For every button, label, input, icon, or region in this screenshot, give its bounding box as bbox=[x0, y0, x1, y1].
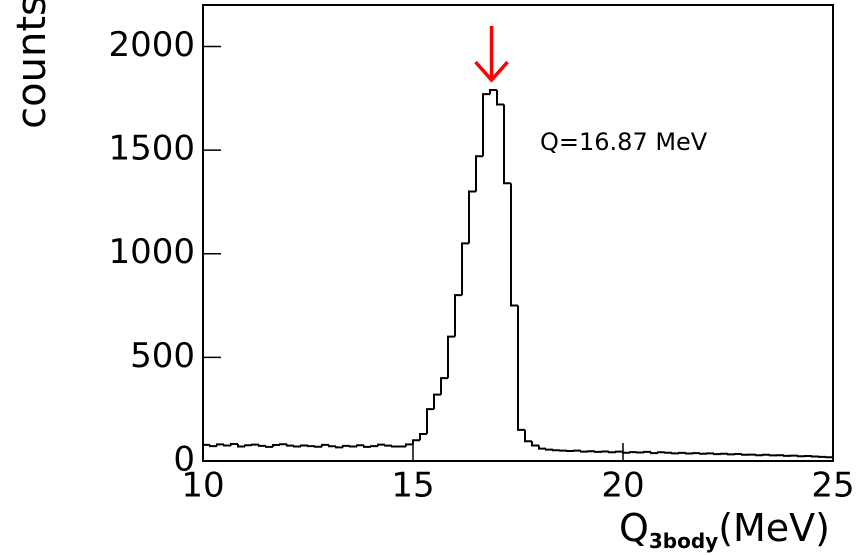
histogram-bin bbox=[377, 443, 385, 447]
annotation-arrow bbox=[474, 26, 509, 83]
x-tick-label: 20 bbox=[601, 466, 644, 506]
histogram-bin bbox=[496, 89, 505, 106]
histogram-bin bbox=[488, 88, 497, 95]
histogram-bin bbox=[230, 443, 238, 446]
histogram-bin bbox=[223, 444, 232, 447]
histogram-bin bbox=[425, 408, 434, 435]
histogram-bin bbox=[551, 449, 560, 452]
histogram-bin bbox=[349, 445, 358, 448]
histogram-bin bbox=[286, 444, 295, 447]
histogram-bin bbox=[370, 445, 379, 448]
histogram-bin bbox=[782, 454, 791, 457]
histogram-bin bbox=[356, 444, 364, 447]
histogram-bin bbox=[433, 393, 442, 410]
annotation-text: Q=16.87 MeV bbox=[540, 128, 708, 156]
histogram-bin bbox=[517, 305, 526, 431]
histogram-bin bbox=[629, 451, 637, 454]
histogram-bin bbox=[362, 445, 371, 448]
x-label-subscript: 3body bbox=[649, 529, 718, 553]
histogram-bin bbox=[727, 453, 736, 456]
y-tick-label: 500 bbox=[130, 336, 195, 376]
histogram-bin bbox=[622, 451, 631, 454]
histogram-bin bbox=[524, 429, 532, 443]
histogram-bin bbox=[265, 445, 274, 448]
histogram-bin bbox=[278, 443, 287, 446]
histogram-bin bbox=[272, 444, 280, 447]
histogram-bin bbox=[404, 443, 413, 447]
histogram-bin bbox=[503, 104, 511, 185]
histogram-bin bbox=[236, 444, 245, 448]
histogram-bin bbox=[509, 183, 518, 307]
y-tick-label: 1500 bbox=[108, 129, 195, 169]
y-tick-label: 1000 bbox=[108, 232, 195, 272]
histogram-bin bbox=[202, 443, 211, 461]
y-axis-label: counts bbox=[9, 0, 55, 129]
histogram-bin bbox=[482, 93, 490, 157]
histogram-bin bbox=[530, 441, 539, 447]
histogram-bin bbox=[580, 450, 589, 453]
histogram-bin bbox=[685, 452, 694, 455]
histogram-bin bbox=[314, 445, 322, 448]
histogram-bin bbox=[538, 445, 547, 450]
histogram-bin bbox=[475, 155, 484, 192]
y-tick-label: 0 bbox=[173, 440, 195, 480]
x-tick-label: 15 bbox=[391, 466, 434, 506]
histogram-bin bbox=[614, 450, 623, 453]
histogram-bin bbox=[740, 453, 749, 456]
histogram-bin bbox=[608, 451, 616, 454]
y-tick-label: 2000 bbox=[108, 25, 195, 65]
histogram-bin bbox=[698, 452, 707, 455]
histogram-bin bbox=[293, 445, 301, 448]
histogram-bin bbox=[467, 190, 476, 244]
histogram-bin bbox=[299, 444, 308, 447]
histogram-bin bbox=[461, 242, 469, 296]
histogram-bin bbox=[209, 444, 217, 448]
histogram-bin bbox=[244, 444, 253, 447]
x-label-unit: (MeV) bbox=[718, 506, 830, 550]
histogram-bin bbox=[446, 335, 455, 379]
histogram-bin bbox=[383, 444, 392, 447]
histogram-bin bbox=[769, 454, 778, 457]
histogram-bin bbox=[656, 451, 665, 454]
histogram-bin bbox=[755, 454, 763, 457]
histogram-bin bbox=[593, 450, 602, 453]
histogram-bin bbox=[671, 452, 679, 455]
histogram-bin bbox=[215, 443, 224, 447]
plot-frame bbox=[202, 4, 834, 462]
x-label-main: Q bbox=[619, 506, 649, 550]
histogram-bin bbox=[391, 445, 400, 448]
histogram-bin bbox=[454, 294, 463, 337]
histogram-bin bbox=[419, 433, 427, 441]
histogram-bin bbox=[341, 444, 350, 448]
x-tick-label: 10 bbox=[181, 466, 224, 506]
histogram-bin bbox=[307, 445, 316, 448]
histogram-bin bbox=[440, 377, 448, 395]
histogram-bin bbox=[320, 443, 329, 447]
histogram-bin bbox=[650, 451, 658, 455]
x-axis-label: Q3body(MeV) bbox=[619, 506, 830, 553]
histogram-bin bbox=[257, 444, 266, 447]
histogram-bin bbox=[643, 450, 652, 453]
histogram-bin bbox=[251, 443, 259, 446]
x-tick-label: 25 bbox=[811, 466, 854, 506]
histogram-bin bbox=[797, 455, 805, 458]
histogram-bin bbox=[412, 439, 421, 445]
histogram-bin bbox=[545, 448, 553, 451]
histogram-bin bbox=[335, 446, 343, 449]
histogram-bin bbox=[328, 444, 337, 448]
histogram-bin bbox=[713, 453, 721, 456]
